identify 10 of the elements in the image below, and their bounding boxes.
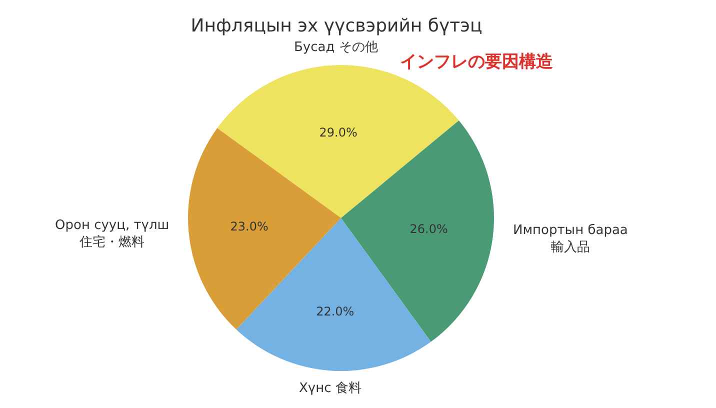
data-label: 22.0% bbox=[316, 304, 354, 318]
data-label: 29.0% bbox=[319, 126, 358, 140]
slice-label: Хүнс 食料 bbox=[299, 381, 362, 396]
slice-label: Импортын бараа 輸入品 bbox=[513, 223, 628, 255]
chart-title: Инфляцын эх үүсвэрийн бүтэц bbox=[190, 15, 482, 36]
data-label: 26.0% bbox=[410, 222, 448, 236]
slice-label: Бусад その他 bbox=[294, 40, 378, 55]
slice-label: Орон сууц, түлш 住宅・燃料 bbox=[55, 218, 170, 250]
data-label: 23.0% bbox=[230, 220, 268, 234]
text: インフレの要因構造 bbox=[400, 52, 553, 72]
